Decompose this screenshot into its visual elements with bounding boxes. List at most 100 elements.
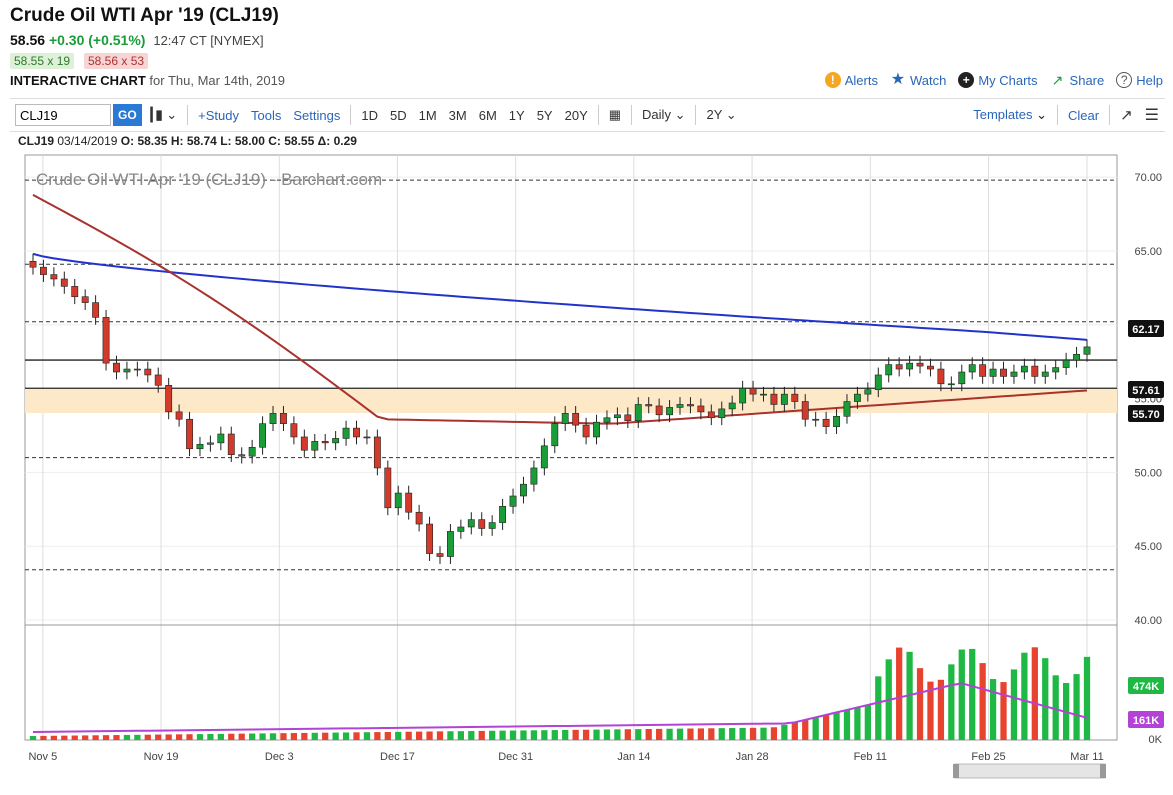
x-tick-label: Dec 17: [380, 751, 415, 763]
watch-link[interactable]: ★ Watch: [890, 72, 947, 88]
scroll-grip-right[interactable]: [1100, 764, 1106, 778]
range-1m[interactable]: 1M: [418, 107, 437, 123]
y-tick-label: 70.00: [1134, 172, 1162, 184]
candle-body: [1083, 346, 1091, 355]
candle-body: [718, 408, 726, 419]
x-tick-label: Dec 3: [265, 751, 294, 763]
candle-body: [405, 492, 413, 513]
ohlc-readout: CLJ19 03/14/2019 O: 58.35 H: 58.74 L: 58…: [18, 134, 357, 148]
volume-bar: [1052, 675, 1059, 740]
volume-bar: [175, 734, 183, 740]
candle-body: [687, 404, 694, 407]
candle-body: [71, 286, 79, 298]
volume-bar: [1000, 682, 1007, 740]
volume-bar: [228, 733, 235, 740]
volume-bar: [353, 732, 360, 740]
volume-bar: [854, 707, 861, 740]
candle-body: [321, 441, 329, 444]
range-5d[interactable]: 5D: [389, 107, 407, 123]
candle-body: [916, 362, 924, 367]
range-1y[interactable]: 1Y: [508, 107, 525, 123]
volume-bar: [186, 734, 193, 740]
clear-button[interactable]: Clear: [1068, 107, 1100, 123]
volume-bar: [457, 731, 464, 740]
settings-button[interactable]: Settings: [293, 107, 341, 123]
price-labels: 62.17 57.61 55.70 474K 161K 0K: [1128, 320, 1164, 746]
volume-bar: [603, 729, 611, 740]
ohlc-date: 03/14/2019: [57, 134, 118, 148]
volume-bar: [332, 732, 339, 740]
range-20y[interactable]: 20Y: [564, 107, 588, 123]
help-link[interactable]: ? Help: [1116, 72, 1163, 88]
range-3m[interactable]: 3M: [448, 107, 467, 123]
candle-body: [843, 401, 851, 417]
volume-bar: [1073, 674, 1080, 740]
volume-bar: [656, 728, 663, 740]
candle-body: [624, 414, 632, 422]
candle-body: [530, 467, 538, 485]
candle-body: [1052, 367, 1060, 373]
volume-bar: [1083, 656, 1091, 740]
scroll-handle[interactable]: [954, 763, 1106, 779]
volume-bar: [196, 734, 204, 740]
candle-body: [791, 393, 799, 402]
x-tick-label: Dec 31: [498, 751, 533, 763]
volume-bar: [614, 729, 621, 740]
candle-body: [958, 371, 966, 385]
my-charts-link[interactable]: + My Charts: [958, 72, 1038, 88]
volume-bar: [71, 735, 78, 740]
candle-body: [1062, 359, 1070, 368]
volume-zero-label: 0K: [1149, 734, 1163, 746]
candle-body: [707, 411, 715, 419]
candle-body: [300, 436, 308, 451]
span-dropdown[interactable]: 2Y ⌄: [700, 107, 742, 123]
volume-bar: [864, 704, 871, 740]
ohlc-close: C: 58.55: [268, 134, 315, 148]
x-tick-label: Nov 5: [28, 751, 57, 763]
candle-body: [561, 413, 569, 424]
candle-type-dropdown[interactable]: ┃▮ ⌄: [142, 107, 184, 123]
go-button[interactable]: GO: [113, 104, 142, 126]
symbol-input[interactable]: [15, 104, 111, 126]
volume-bar: [82, 735, 89, 740]
price-chart[interactable]: Crude Oil WTI Apr '19 (CLJ19) - Barchart…: [0, 150, 1173, 795]
ic-label: INTERACTIVE CHART: [10, 73, 146, 88]
period-dropdown[interactable]: Daily ⌄: [636, 107, 691, 123]
candle-body: [248, 446, 256, 457]
volume-bar: [593, 729, 600, 740]
volume-bar: [708, 728, 715, 740]
volume-bar: [123, 734, 131, 740]
range-1d[interactable]: 1D: [361, 107, 378, 123]
study-button[interactable]: +Study: [198, 107, 240, 123]
calendar-icon[interactable]: ▦: [608, 107, 622, 122]
candle-body: [728, 402, 736, 410]
volume-bar: [259, 733, 266, 740]
volume-bar: [249, 733, 256, 740]
templates-dropdown[interactable]: Templates ⌄: [967, 107, 1053, 123]
range-6m[interactable]: 6M: [478, 107, 497, 123]
y-tick-label: 65.00: [1134, 246, 1162, 258]
range-5y[interactable]: 5Y: [536, 107, 553, 123]
help-label: Help: [1136, 72, 1163, 88]
candle-body: [968, 364, 976, 373]
volume-ma-line: [32, 682, 1088, 733]
volume-bar: [113, 735, 120, 740]
menu-icon[interactable]: ☰: [1144, 107, 1159, 124]
candle-body: [446, 531, 454, 557]
x-tick-label: Jan 14: [617, 751, 650, 763]
y-tick-label: 50.00: [1134, 467, 1162, 479]
candle-body: [363, 436, 371, 439]
volume-bar: [958, 649, 965, 740]
candles: [29, 253, 1091, 564]
share-link[interactable]: ↗ Share: [1050, 72, 1105, 88]
share-label: Share: [1069, 72, 1105, 88]
alerts-link[interactable]: ! Alerts: [824, 72, 878, 88]
expand-icon[interactable]: ↗: [1120, 107, 1133, 124]
volume-bar: [426, 731, 433, 740]
candle-body: [780, 393, 788, 405]
candle-body: [165, 384, 173, 413]
candle-body: [666, 407, 674, 416]
tools-button[interactable]: Tools: [251, 107, 282, 123]
x-axis: Nov 5 Nov 19 Dec 3 Dec 17 Dec 31 Jan 14 Jan 28…: [28, 751, 1103, 763]
scroll-grip-left[interactable]: [953, 764, 959, 778]
